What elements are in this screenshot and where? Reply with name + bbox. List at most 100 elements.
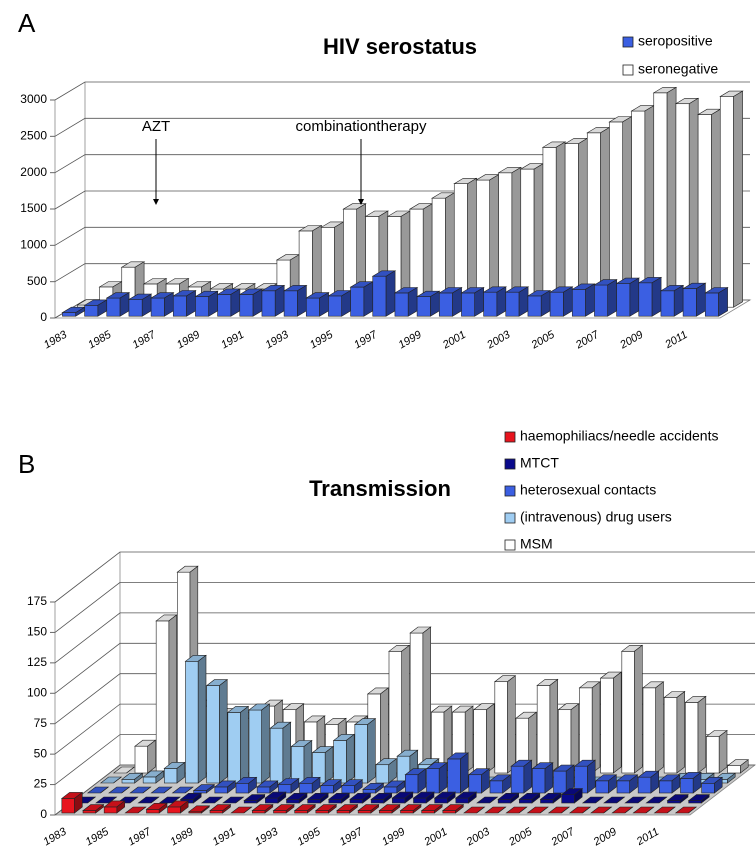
y-tick-label: 1000 bbox=[20, 238, 47, 252]
bar-side bbox=[129, 796, 138, 804]
bar-side bbox=[219, 678, 228, 784]
bar-side bbox=[697, 695, 707, 774]
bar-side bbox=[367, 717, 376, 784]
x-tick-label: 1985 bbox=[86, 328, 114, 351]
bar-front bbox=[206, 685, 220, 784]
bar-side bbox=[523, 759, 533, 794]
bar-front bbox=[519, 799, 533, 804]
bar-side bbox=[671, 774, 681, 794]
bar bbox=[430, 705, 453, 774]
x-tick-label: 1991 bbox=[219, 329, 246, 352]
bar bbox=[467, 768, 491, 794]
chart-title: Transmission bbox=[309, 476, 451, 501]
bar-side bbox=[696, 282, 706, 317]
bar-side bbox=[307, 803, 316, 814]
bar-side bbox=[714, 776, 723, 794]
bar bbox=[630, 105, 655, 308]
bar bbox=[243, 793, 266, 804]
bar bbox=[134, 739, 157, 774]
bar-front bbox=[600, 677, 614, 774]
x-tick-label: 1987 bbox=[130, 328, 158, 351]
bar bbox=[404, 768, 427, 794]
bar bbox=[593, 279, 618, 317]
bar-side bbox=[481, 768, 490, 794]
bar-side bbox=[388, 758, 397, 784]
bar bbox=[166, 800, 190, 814]
bar-front bbox=[616, 780, 630, 794]
x-tick-label: 2007 bbox=[548, 825, 577, 849]
bar-side bbox=[740, 759, 749, 774]
bar bbox=[453, 177, 478, 308]
bar-side bbox=[727, 772, 736, 784]
bar-side bbox=[468, 791, 477, 804]
bar-side bbox=[629, 277, 640, 317]
bar-front bbox=[256, 786, 271, 794]
bar-front bbox=[383, 786, 398, 794]
bar bbox=[560, 787, 584, 804]
bar bbox=[137, 796, 160, 804]
bar bbox=[305, 292, 330, 317]
bar bbox=[476, 796, 499, 804]
bar-front bbox=[400, 810, 414, 814]
bar-side bbox=[595, 796, 604, 804]
bar-side bbox=[349, 803, 358, 814]
bar-front bbox=[134, 745, 148, 774]
x-tick-label: 2001 bbox=[440, 329, 468, 352]
bar bbox=[624, 796, 647, 804]
bar bbox=[684, 695, 707, 774]
bar-side bbox=[555, 141, 566, 308]
bar-front bbox=[663, 697, 678, 774]
bar-side bbox=[688, 97, 699, 308]
bar bbox=[549, 286, 574, 317]
bar-front bbox=[336, 810, 350, 814]
bar-front bbox=[455, 797, 469, 804]
bar bbox=[399, 803, 422, 814]
bar-side bbox=[561, 806, 570, 814]
bar-side bbox=[185, 786, 194, 794]
bar-side bbox=[320, 792, 329, 804]
bar-side bbox=[624, 806, 633, 814]
bar-front bbox=[706, 736, 720, 774]
bar-side bbox=[108, 796, 117, 804]
bar-front bbox=[434, 797, 448, 804]
y-tick-label: 175 bbox=[27, 594, 47, 608]
bar bbox=[547, 806, 571, 814]
bar-side bbox=[214, 796, 223, 804]
bar-side bbox=[613, 671, 622, 774]
legend-label: (intravenous) drug users bbox=[520, 509, 672, 525]
x-tick-label: 1983 bbox=[42, 328, 70, 351]
bar-front bbox=[370, 799, 385, 804]
y-tick-label: 3000 bbox=[20, 92, 47, 106]
bar-side bbox=[552, 792, 562, 804]
bar-front bbox=[553, 770, 567, 794]
bar-front bbox=[214, 786, 228, 794]
y-tick-label: 25 bbox=[34, 777, 48, 791]
y-tick-label: 50 bbox=[34, 746, 48, 760]
bar bbox=[332, 733, 356, 784]
bar-side bbox=[180, 800, 189, 814]
bar-front bbox=[520, 168, 535, 308]
legend-label: haemophiliacs/needle accidents bbox=[520, 428, 718, 444]
bar bbox=[497, 166, 522, 308]
bar-side bbox=[544, 762, 554, 794]
bar bbox=[129, 786, 152, 794]
bar bbox=[682, 282, 707, 317]
bar bbox=[674, 97, 700, 308]
legend-swatch bbox=[504, 458, 516, 470]
bar bbox=[705, 729, 728, 774]
bar bbox=[441, 803, 465, 814]
bar-side bbox=[634, 644, 643, 774]
bar bbox=[290, 739, 313, 784]
bar-side bbox=[256, 793, 266, 804]
bar-front bbox=[372, 275, 387, 317]
bar bbox=[568, 806, 592, 814]
bar-side bbox=[290, 777, 300, 794]
bar bbox=[378, 803, 401, 814]
bar-side bbox=[121, 786, 130, 794]
bar bbox=[697, 108, 722, 308]
bar-side bbox=[502, 774, 511, 794]
arrow-head bbox=[153, 199, 159, 205]
bar-front bbox=[642, 687, 656, 774]
bar bbox=[230, 806, 253, 814]
bar-front bbox=[653, 92, 668, 308]
